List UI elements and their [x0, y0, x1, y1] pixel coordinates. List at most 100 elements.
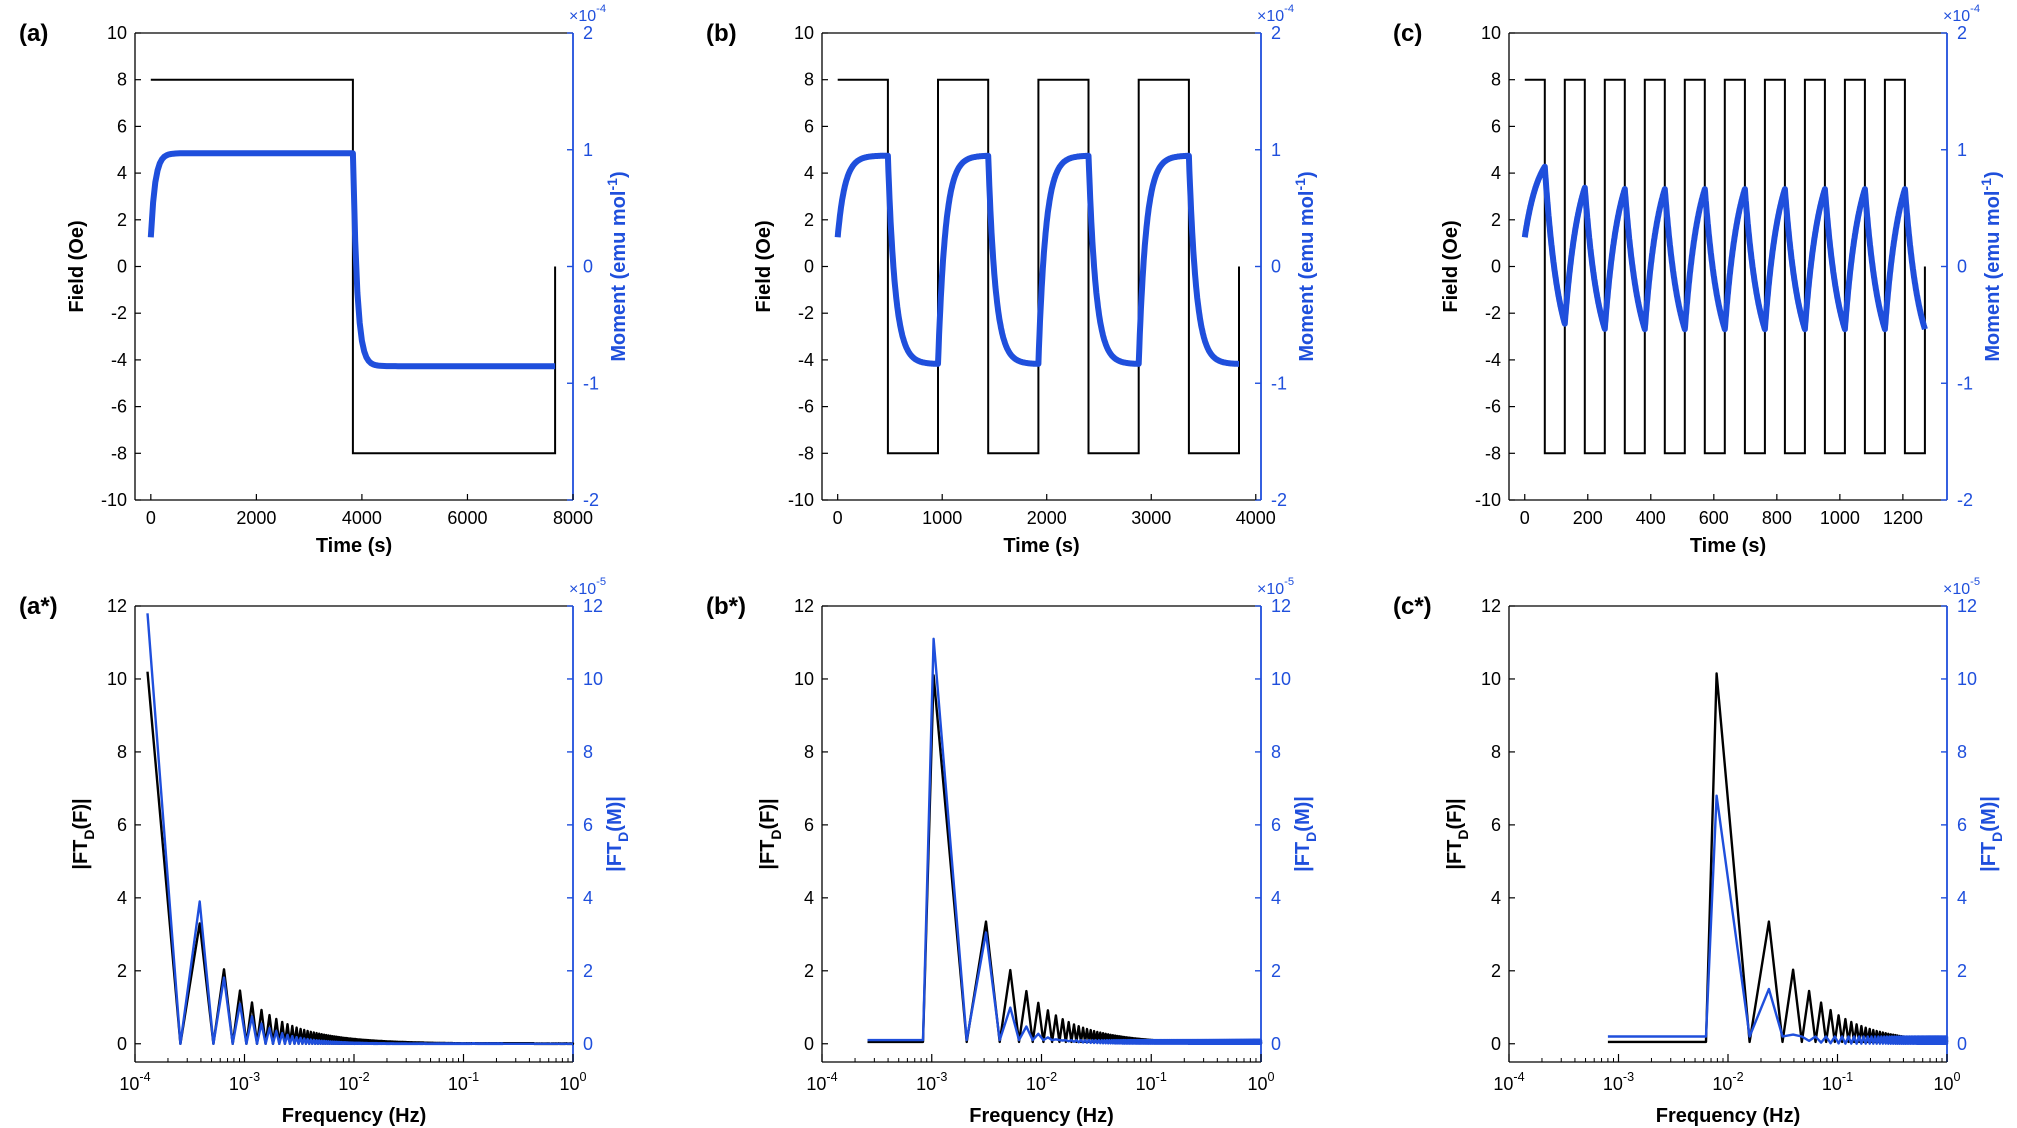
- y-tick-label-right: 10: [1271, 669, 1291, 689]
- y-tick-label-right: 1: [583, 140, 593, 160]
- x-tick-label: 10-2: [1026, 1070, 1057, 1094]
- series-ft-moment: [146, 613, 575, 1045]
- series-ft-field: [1607, 672, 1949, 1044]
- y-tick-label: 2: [1491, 210, 1501, 230]
- y-tick-label-right: 2: [1957, 961, 1967, 981]
- y-tick-label: 0: [804, 1034, 814, 1054]
- y-tick-label: 8: [117, 742, 127, 762]
- x-tick-label: 8000: [553, 508, 593, 528]
- x-tick-label: 10-4: [1493, 1070, 1524, 1094]
- y-tick-label: 4: [117, 163, 127, 183]
- y-tick-label: 6: [804, 116, 814, 136]
- y-tick-label: -6: [798, 397, 814, 417]
- y-tick-label-right: 0: [1271, 257, 1281, 277]
- right-axis-exponent: ×10-4: [1257, 3, 1294, 25]
- y-axis-label-left: |FTD(F)|: [70, 798, 97, 869]
- y-tick-label-right: 2: [583, 961, 593, 981]
- y-tick-label: 10: [1481, 23, 1501, 43]
- y-tick-label: 10: [107, 23, 127, 43]
- y-tick-label-right: 12: [583, 596, 603, 616]
- y-tick-label: 12: [794, 596, 814, 616]
- x-tick-label: 4000: [342, 508, 382, 528]
- y-tick-label: 2: [117, 961, 127, 981]
- series-moment: [834, 152, 1242, 367]
- x-tick-label: 10-1: [448, 1070, 479, 1094]
- panel-label: (b*): [706, 593, 746, 620]
- y-tick-label: 6: [117, 815, 127, 835]
- x-tick-label: 10-2: [1712, 1070, 1743, 1094]
- y-tick-label: 0: [804, 257, 814, 277]
- x-tick-label: 0: [833, 508, 843, 528]
- y-tick-label: -2: [798, 303, 814, 323]
- y-tick-label: -6: [1485, 397, 1501, 417]
- y-tick-label-right: 4: [583, 888, 593, 908]
- x-tick-label: 4000: [1236, 508, 1276, 528]
- x-tick-label: 800: [1762, 508, 1792, 528]
- y-tick-label-right: 2: [1957, 23, 1967, 43]
- x-tick-label: 2000: [1027, 508, 1067, 528]
- panel-label: (c*): [1393, 593, 1432, 620]
- x-tick-label: 1000: [1820, 508, 1860, 528]
- y-tick-label: -2: [1485, 303, 1501, 323]
- y-tick-label-right: 0: [583, 257, 593, 277]
- y-tick-label: -6: [111, 397, 127, 417]
- x-tick-label: 6000: [447, 508, 487, 528]
- y-tick-label-right: 10: [583, 669, 603, 689]
- x-tick-label: 10-4: [119, 1070, 150, 1094]
- series-field: [150, 78, 557, 455]
- y-tick-label: 4: [1491, 163, 1501, 183]
- y-tick-label: 2: [1491, 961, 1501, 981]
- x-axis-label: Time (s): [316, 535, 392, 557]
- panel-c-star: 0 2 4 6 8 10 12 0 2 4 6 8 10 12 10-4 10-3 10-2 10-1 100 ×10…: [1393, 576, 2005, 1127]
- x-axis-label: Frequency (Hz): [1656, 1105, 1800, 1127]
- y-tick-label-right: 8: [583, 742, 593, 762]
- panel-a-star: 0 2 4 6 8 10 12 0 2 4 6 8 10 12 10-4 10-3 10-2 10-1 100 ×10…: [19, 576, 631, 1127]
- y-tick-label-right: -2: [1271, 490, 1287, 510]
- y-tick-label-right: 1: [1957, 140, 1967, 160]
- y-axis-label-left: Field (Oe): [66, 220, 88, 312]
- y-tick-label-right: 8: [1271, 742, 1281, 762]
- y-tick-label-right: 0: [583, 1034, 593, 1054]
- x-tick-label: 100: [559, 1070, 586, 1094]
- x-tick-label: 10-1: [1822, 1070, 1853, 1094]
- y-tick-label: -8: [798, 443, 814, 463]
- y-tick-label: 10: [1481, 669, 1501, 689]
- y-tick-label-right: 1: [1271, 140, 1281, 160]
- x-tick-label: 0: [146, 508, 156, 528]
- series-field: [837, 78, 1240, 455]
- series-ft-moment: [1607, 794, 1949, 1045]
- y-tick-label-right: 10: [1957, 669, 1977, 689]
- x-tick-label: 10-1: [1136, 1070, 1167, 1094]
- x-tick-label: 1000: [922, 508, 962, 528]
- y-tick-label: 8: [1491, 70, 1501, 90]
- x-tick-label: 2000: [236, 508, 276, 528]
- y-tick-label: 8: [804, 742, 814, 762]
- x-tick-label: 400: [1636, 508, 1666, 528]
- x-tick-label: 100: [1247, 1070, 1274, 1094]
- x-axis-label: Time (s): [1003, 535, 1079, 557]
- x-tick-label: 10-4: [806, 1070, 837, 1094]
- y-tick-label: 2: [117, 210, 127, 230]
- series-moment: [1521, 163, 1928, 333]
- y-tick-label: -10: [1475, 490, 1501, 510]
- right-axis-exponent: ×10-4: [1943, 3, 1980, 25]
- y-tick-label: 6: [1491, 116, 1501, 136]
- y-axis-label-right: Moment (emu mol-1): [1292, 171, 1318, 361]
- panel-label: (a): [19, 20, 48, 47]
- y-tick-label-right: 4: [1271, 888, 1281, 908]
- y-tick-label: 4: [117, 888, 127, 908]
- y-tick-label-right: -2: [1957, 490, 1973, 510]
- y-tick-label: 8: [117, 70, 127, 90]
- y-tick-label-right: 0: [1957, 257, 1967, 277]
- x-axis-label: Frequency (Hz): [969, 1105, 1113, 1127]
- y-tick-label: 4: [804, 888, 814, 908]
- panel-b-star: 0 2 4 6 8 10 12 0 2 4 6 8 10 12 10-4 10-3 10-2 10-1 100 ×10…: [706, 576, 1319, 1127]
- y-tick-label-right: 6: [1271, 815, 1281, 835]
- y-tick-label: -8: [111, 443, 127, 463]
- x-tick-label: 10-3: [229, 1070, 260, 1094]
- y-tick-label-right: 8: [1957, 742, 1967, 762]
